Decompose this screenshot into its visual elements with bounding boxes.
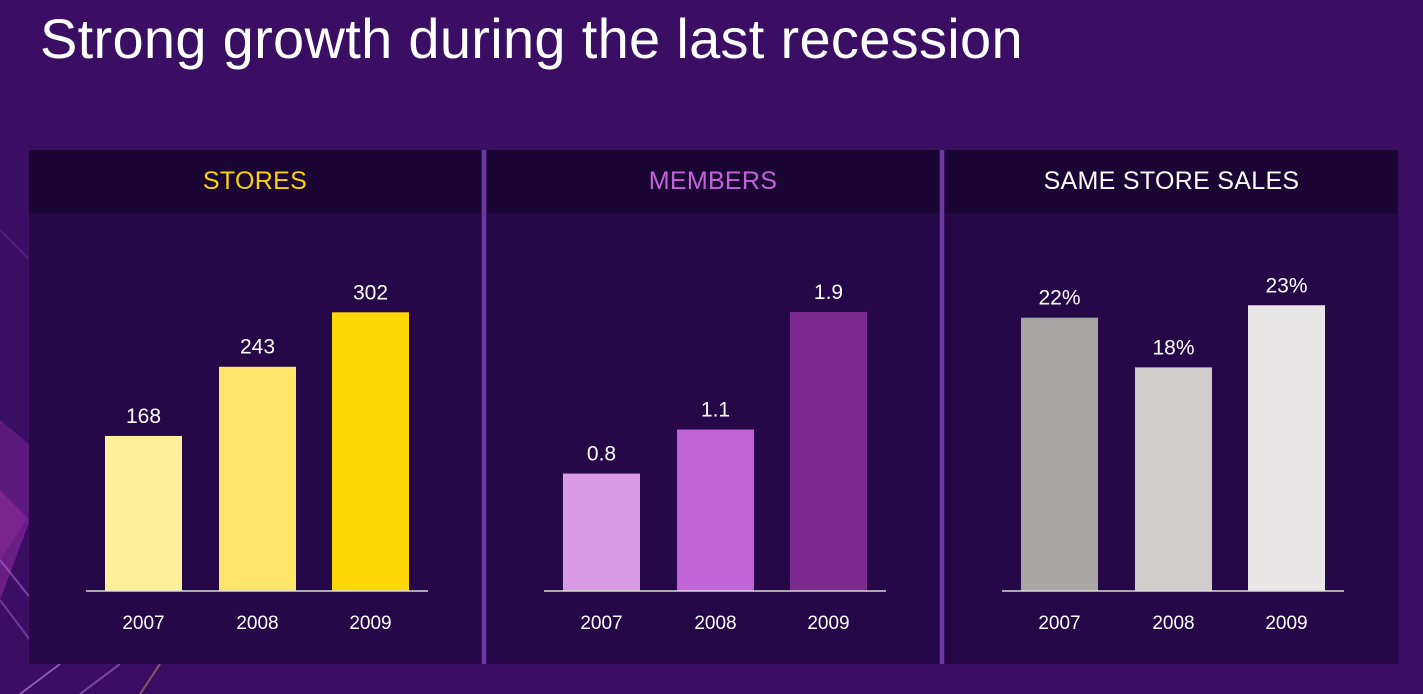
slide-title: Strong growth during the last recession xyxy=(40,7,1023,70)
category-label-2007: 2007 xyxy=(122,613,164,634)
value-label-2009: 302 xyxy=(353,281,388,304)
members-chart: 0.8 2007 1.1 2008 1.9 2009 xyxy=(544,281,886,634)
members-panel-header: MEMBERS xyxy=(487,150,939,213)
stores-chart: 168 2007 243 2008 302 2009 xyxy=(86,281,428,634)
category-label-2009: 2009 xyxy=(1265,613,1307,634)
value-label-2009: 1.9 xyxy=(814,281,843,304)
value-label-2007: 0.8 xyxy=(587,443,616,466)
same-store-sales-chart: 22% 2007 18% 2008 23% 2009 xyxy=(1002,274,1344,634)
value-label-2008: 1.1 xyxy=(701,399,730,422)
value-label-2008: 18% xyxy=(1152,336,1194,359)
panel-divider-2 xyxy=(940,150,944,664)
members-panel: MEMBERS 0.8 2007 1.1 2008 1.9 2009 xyxy=(487,150,939,664)
category-label-2009: 2009 xyxy=(349,613,391,634)
bar-2007 xyxy=(105,435,182,591)
bar-2009 xyxy=(1248,305,1325,591)
value-label-2008: 243 xyxy=(240,336,275,359)
bar-2008 xyxy=(219,366,296,591)
same-store-sales-panel-header: SAME STORE SALES xyxy=(945,150,1398,213)
bar-2008 xyxy=(677,429,754,591)
stores-panel-header: STORES xyxy=(29,150,481,213)
bar-2007 xyxy=(563,473,640,591)
category-label-2008: 2008 xyxy=(694,613,736,634)
category-label-2008: 2008 xyxy=(236,613,278,634)
category-label-2009: 2009 xyxy=(807,613,849,634)
panel-divider-1 xyxy=(482,150,486,664)
bar-2007 xyxy=(1021,317,1098,591)
category-label-2007: 2007 xyxy=(1038,613,1080,634)
bar-2009 xyxy=(332,312,409,591)
category-label-2008: 2008 xyxy=(1152,613,1194,634)
stores-panel: STORES 168 2007 243 2008 302 2009 xyxy=(29,150,481,664)
value-label-2009: 23% xyxy=(1265,274,1307,297)
bar-2009 xyxy=(790,312,867,591)
value-label-2007: 22% xyxy=(1038,287,1080,310)
value-label-2007: 168 xyxy=(126,405,161,428)
bar-2008 xyxy=(1135,367,1212,591)
category-label-2007: 2007 xyxy=(580,613,622,634)
same-store-sales-panel: SAME STORE SALES 22% 2007 18% 2008 23% 2009 xyxy=(945,150,1398,664)
